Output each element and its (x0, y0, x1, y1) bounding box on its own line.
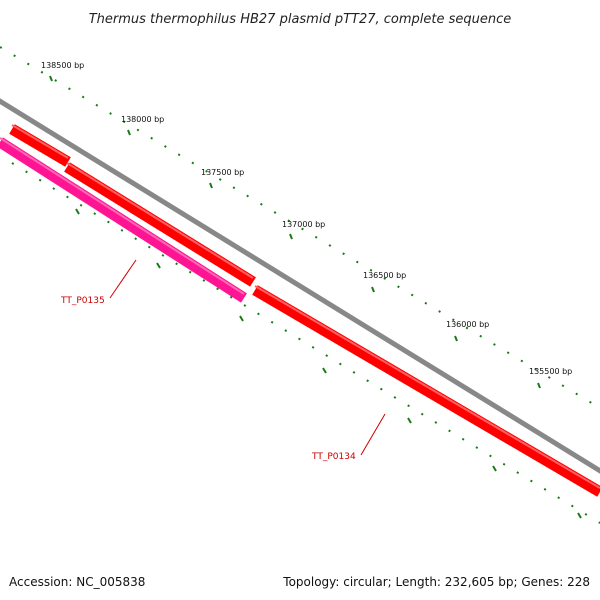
gene-arrow-highlight (11, 124, 69, 159)
reverse-strand-genes (0, 137, 247, 303)
gene-label-TT_P0134[interactable]: TT_P0134 (311, 413, 386, 462)
major-tick (454, 335, 458, 342)
tick-label-138000: 138000 bp (121, 115, 164, 124)
outer-tick-ring (0, 46, 600, 409)
major-tick (577, 512, 582, 519)
gene-label-TT_P0135[interactable]: TT_P0135 (60, 259, 137, 306)
gene-arrow-highlight (66, 162, 254, 279)
map-title: Thermus thermophilus HB27 plasmid pTT27,… (89, 12, 512, 27)
major-tick (156, 262, 161, 269)
tick-label-137500: 137500 bp (201, 168, 244, 177)
gene-arrow-highlight (254, 285, 600, 489)
major-tick (289, 233, 293, 240)
label-leader-line (360, 413, 386, 456)
tick-label-136000: 136000 bp (446, 320, 489, 329)
major-tick (75, 208, 80, 215)
tick-label-138500: 138500 bp (41, 61, 84, 70)
tick-label-136500: 136500 bp (363, 271, 406, 280)
major-tick (209, 182, 213, 189)
major-tick (49, 75, 53, 82)
gene-name-label[interactable]: TT_P0134 (311, 452, 356, 462)
inner-tick-marks (11, 162, 600, 524)
gene-name-label[interactable]: TT_P0135 (60, 296, 105, 306)
backbone-ring (0, 98, 600, 474)
major-tick (371, 286, 375, 293)
summary-text: Topology: circular; Length: 232,605 bp; … (282, 575, 590, 589)
label-leader-line (109, 259, 137, 299)
gene-arrow-highlight (0, 137, 245, 295)
major-tick (322, 367, 327, 374)
major-tick (537, 382, 541, 389)
tick-labels: 138500 bp 138000 bp 137500 bp 137000 bp … (41, 61, 572, 376)
major-tick (492, 465, 497, 472)
accession-text: Accession: NC_005838 (9, 575, 145, 589)
gene-arrow-forward (64, 162, 256, 287)
major-tick (239, 315, 244, 322)
tick-label-137000: 137000 bp (282, 220, 325, 229)
forward-strand-genes (9, 124, 600, 497)
inner-major-ticks (75, 208, 582, 519)
tick-label-135500: 135500 bp (529, 367, 572, 376)
major-tick (127, 129, 131, 136)
gene-arrow-forward (9, 124, 71, 167)
gene-arrow-TT_P0135 (0, 137, 247, 303)
major-tick (407, 417, 412, 424)
gene-arrow-TT_P0134 (252, 285, 600, 497)
